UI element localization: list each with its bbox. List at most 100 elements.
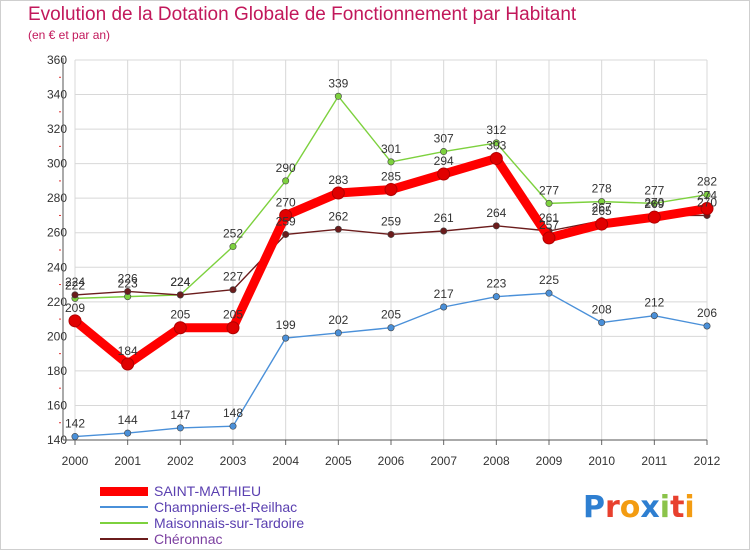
series-lines <box>68 92 714 441</box>
y-tick-label: 300 <box>47 157 67 171</box>
data-label: 301 <box>381 142 401 156</box>
data-point <box>492 139 500 147</box>
legend: SAINT-MATHIEU Champniers-et-Reilhac Maison… <box>100 483 304 547</box>
data-label: 277 <box>539 183 559 197</box>
data-label: 283 <box>328 173 348 187</box>
legend-item: Chéronnac <box>100 531 304 547</box>
data-label: 290 <box>276 161 296 175</box>
data-label: 261 <box>539 211 559 225</box>
x-tick-label: 2008 <box>483 454 510 468</box>
data-point <box>124 287 132 295</box>
data-point <box>703 322 711 330</box>
data-point <box>650 199 658 207</box>
data-label: 269 <box>644 197 664 211</box>
logo-letter: r <box>605 490 620 525</box>
data-point <box>387 324 395 332</box>
data-point <box>121 357 135 371</box>
y-tick-label: 220 <box>47 295 67 309</box>
data-label: 222 <box>65 278 85 292</box>
y-tick-label: 240 <box>47 260 67 274</box>
y-tick-label: 180 <box>47 364 67 378</box>
data-point <box>440 148 448 156</box>
data-label: 209 <box>65 301 85 315</box>
y-tick-label: 320 <box>47 122 67 136</box>
data-label: 312 <box>486 123 506 137</box>
data-point <box>279 208 293 222</box>
x-tick-label: 2005 <box>325 454 352 468</box>
legend-swatch <box>100 506 148 509</box>
data-label: 142 <box>65 417 85 431</box>
data-point <box>492 293 500 301</box>
data-point <box>650 312 658 320</box>
proxiti-logo: Proxiti <box>583 490 695 525</box>
data-point <box>229 243 237 251</box>
data-point <box>489 151 503 165</box>
legend-item: Champniers-et-Reilhac <box>100 499 304 515</box>
data-label: 339 <box>328 76 348 90</box>
logo-letter: P <box>583 490 605 525</box>
data-point <box>229 286 237 294</box>
data-label: 202 <box>328 313 348 327</box>
data-point <box>71 433 79 441</box>
data-label: 224 <box>170 275 190 289</box>
data-label: 225 <box>539 273 559 287</box>
x-tick-label: 2011 <box>641 454 667 468</box>
y-tick-label: 140 <box>47 433 67 447</box>
x-tick-label: 2001 <box>114 454 141 468</box>
x-tick-label: 2003 <box>220 454 247 468</box>
data-label: 303 <box>486 138 506 152</box>
data-point <box>176 291 184 299</box>
data-label: 252 <box>223 227 243 241</box>
data-point <box>598 319 606 327</box>
data-point <box>437 167 451 181</box>
chart-subtitle: (en € et par an) <box>28 28 111 42</box>
data-label: 205 <box>170 308 190 322</box>
x-tick-label: 2000 <box>62 454 89 468</box>
data-point <box>542 231 556 245</box>
x-tick-label: 2002 <box>167 454 194 468</box>
data-label: 217 <box>434 287 454 301</box>
data-label: 208 <box>592 303 612 317</box>
data-label: 265 <box>592 204 612 218</box>
legend-label: Chéronnac <box>154 530 223 547</box>
logo-letter: o <box>619 490 641 525</box>
data-label: 184 <box>118 344 138 358</box>
data-label: 259 <box>276 214 296 228</box>
x-tick-label: 2009 <box>536 454 563 468</box>
data-label: 205 <box>381 308 401 322</box>
data-point <box>71 291 79 299</box>
data-label: 277 <box>644 183 664 197</box>
x-tick-label: 2004 <box>272 454 299 468</box>
data-point <box>282 177 290 185</box>
data-label: 294 <box>434 154 454 168</box>
data-label: 257 <box>539 218 559 232</box>
x-tick-label: 2010 <box>588 454 615 468</box>
data-point <box>229 422 237 430</box>
data-point <box>282 230 290 238</box>
y-tick-label: 340 <box>47 88 67 102</box>
legend-swatch <box>100 538 148 541</box>
y-tick-label: 360 <box>47 53 67 67</box>
data-point <box>124 429 132 437</box>
chart-title: Evolution de la Dotation Globale de Fonc… <box>28 4 577 25</box>
data-point <box>282 334 290 342</box>
legend-label: Champniers-et-Reilhac <box>154 498 298 515</box>
data-label: 224 <box>170 275 190 289</box>
legend-swatch <box>100 486 148 496</box>
legend-item: SAINT-MATHIEU <box>100 483 304 499</box>
data-label: 148 <box>223 406 243 420</box>
data-label: 147 <box>170 408 190 422</box>
data-label: 223 <box>486 277 506 291</box>
data-label: 223 <box>118 277 138 291</box>
axes: 140 160 180 200 220 240 260 280 300 320 340 360 2000… <box>47 53 721 468</box>
data-point <box>331 186 345 200</box>
data-label: 307 <box>434 132 454 146</box>
data-point <box>440 303 448 311</box>
data-point <box>176 424 184 432</box>
logo-letter: i <box>684 490 695 525</box>
data-point <box>334 92 342 100</box>
y-tick-label: 200 <box>47 329 67 343</box>
data-label: 262 <box>328 209 348 223</box>
